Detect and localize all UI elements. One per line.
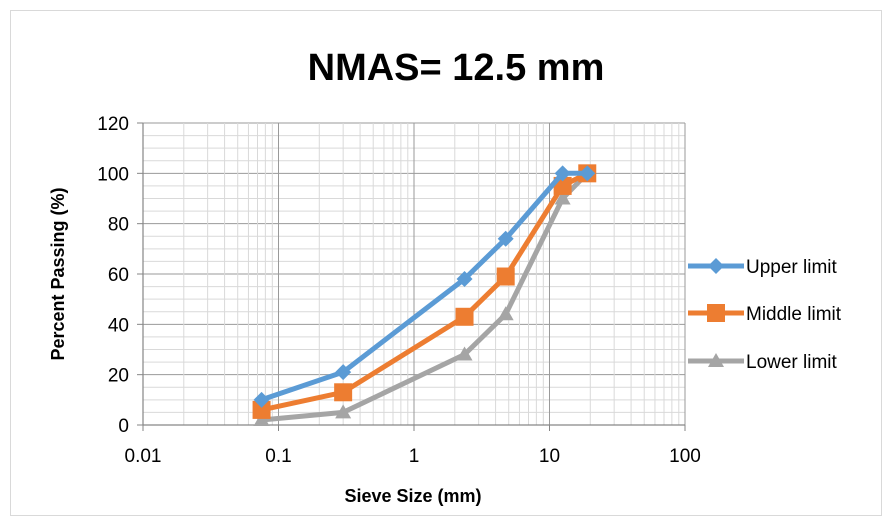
data-point-middle-limit xyxy=(252,400,271,419)
y-tick-label: 80 xyxy=(108,215,129,236)
x-tick-label: 0.1 xyxy=(265,446,291,467)
series-middle-limit xyxy=(252,164,597,419)
y-tick-label: 40 xyxy=(108,315,129,336)
y-tick-label: 20 xyxy=(108,366,129,387)
legend: Upper limit Middle limit Lower limit xyxy=(688,257,842,373)
y-tick-label: 120 xyxy=(97,114,129,135)
legend-label: Upper limit xyxy=(746,257,838,278)
chart-frame xyxy=(10,10,882,516)
legend-item-middle-limit: Middle limit xyxy=(688,304,842,325)
legend-swatch-marker xyxy=(708,353,724,367)
data-point-lower-limit xyxy=(497,306,514,321)
data-point-lower-limit xyxy=(554,190,571,205)
x-tick-labels: 0.01 0.1 1 10 100 xyxy=(125,446,701,467)
data-point-upper-limit xyxy=(497,230,514,247)
series-group xyxy=(252,164,597,426)
data-point-lower-limit xyxy=(253,411,270,426)
data-point-middle-limit xyxy=(455,307,474,326)
y-tick-label: 60 xyxy=(108,265,129,286)
data-point-middle-limit xyxy=(334,383,353,402)
y-tick-label: 100 xyxy=(97,164,129,185)
data-point-lower-limit xyxy=(456,346,473,361)
data-point-upper-limit xyxy=(335,364,352,381)
y-axis-title: Percent Passing (%) xyxy=(48,187,68,360)
axes xyxy=(137,122,686,431)
data-point-upper-limit xyxy=(554,165,571,182)
data-point-upper-limit xyxy=(579,165,596,182)
x-tick-label: 10 xyxy=(539,446,560,467)
legend-item-upper-limit: Upper limit xyxy=(688,257,838,278)
data-point-upper-limit xyxy=(253,391,270,408)
legend-swatch-marker xyxy=(708,258,724,274)
data-point-middle-limit xyxy=(496,267,515,286)
x-tick-label: 100 xyxy=(669,446,701,467)
x-tick-label: 0.01 xyxy=(125,446,162,467)
legend-swatch-marker xyxy=(707,304,725,322)
legend-label: Lower limit xyxy=(746,352,838,373)
data-point-lower-limit xyxy=(335,404,352,419)
x-axis-title: Sieve Size (mm) xyxy=(344,486,481,506)
x-tick-label: 1 xyxy=(409,446,420,467)
legend-label: Middle limit xyxy=(746,304,842,325)
series-upper-limit xyxy=(253,165,596,408)
legend-item-lower-limit: Lower limit xyxy=(688,352,838,373)
chart-title: NMAS= 12.5 mm xyxy=(308,47,605,89)
y-tick-label: 0 xyxy=(118,416,129,437)
data-point-upper-limit xyxy=(456,271,473,288)
y-tick-labels: 0 20 40 60 80 100 120 xyxy=(97,114,129,437)
